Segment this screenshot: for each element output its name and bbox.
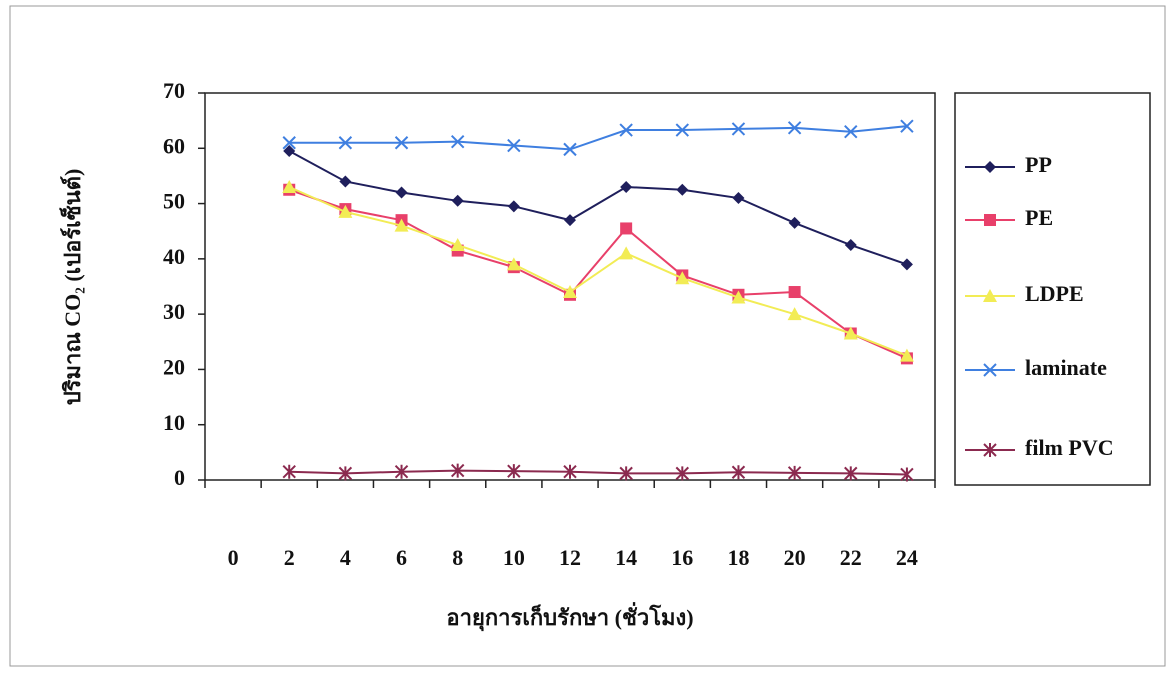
data-point	[731, 465, 746, 480]
series-line	[289, 469, 907, 476]
data-point	[282, 179, 297, 193]
data-point	[843, 326, 858, 340]
y-tick-label: 70	[163, 78, 185, 103]
data-point	[900, 467, 914, 482]
legend-marker	[983, 443, 997, 457]
data-point	[676, 183, 689, 196]
data-point	[732, 192, 745, 205]
data-point	[900, 258, 913, 271]
legend-marker	[984, 214, 996, 226]
x-tick-label: 8	[452, 545, 463, 570]
x-tick-label: 14	[615, 545, 637, 570]
x-axis-title: อายุการเก็บรักษา (ชั่วโมง)	[446, 601, 693, 632]
legend-label: laminate	[1025, 355, 1107, 380]
data-point	[844, 239, 857, 252]
legend-marker	[983, 289, 997, 302]
data-point	[507, 200, 520, 213]
y-tick-label: 10	[163, 410, 185, 435]
legend-marker	[983, 363, 997, 377]
x-tick-label: 24	[896, 545, 918, 570]
data-point	[338, 204, 353, 218]
series-line	[288, 188, 908, 360]
data-point	[338, 466, 353, 481]
x-tick-label: 20	[784, 545, 806, 570]
data-point	[338, 136, 353, 150]
x-tick-label: 16	[671, 545, 693, 570]
y-tick-label: 20	[163, 354, 185, 379]
y-tick-label: 30	[163, 299, 185, 324]
x-tick-label: 0	[228, 545, 239, 570]
series-line	[288, 150, 908, 266]
x-tick-label: 18	[727, 545, 749, 570]
y-tick-label: 50	[163, 189, 185, 214]
series-line	[288, 186, 908, 357]
data-point	[282, 136, 296, 150]
y-axis-title: ปริมาณ CO₂ (เปอร์เซ็นต์)	[58, 169, 85, 406]
data-point	[619, 246, 634, 260]
data-point	[675, 123, 690, 137]
data-point	[620, 180, 633, 193]
data-point	[899, 348, 914, 362]
data-point	[844, 466, 858, 481]
data-point	[506, 257, 521, 271]
data-point	[787, 121, 802, 135]
data-point	[620, 222, 633, 235]
data-point	[731, 122, 746, 136]
data-point	[675, 466, 690, 481]
data-point	[450, 238, 465, 252]
data-point	[619, 466, 633, 481]
y-tick-label: 0	[174, 465, 185, 490]
x-tick-label: 10	[503, 545, 525, 570]
x-tick-label: 22	[840, 545, 862, 570]
series-line	[289, 125, 908, 151]
legend-box	[954, 92, 1151, 486]
data-point	[450, 463, 465, 478]
legend-label: film PVC	[1025, 435, 1114, 460]
data-point	[787, 307, 802, 321]
x-tick-label: 2	[284, 545, 295, 570]
x-tick-label: 4	[340, 545, 351, 570]
y-tick-label: 40	[163, 244, 185, 269]
data-point	[844, 124, 858, 139]
data-point	[564, 214, 576, 227]
data-point	[283, 145, 296, 158]
legend-label: PP	[1025, 152, 1052, 177]
data-point	[563, 142, 577, 157]
data-point	[788, 286, 801, 299]
legend-marker	[984, 161, 996, 173]
data-point	[507, 138, 521, 153]
data-point	[619, 123, 633, 137]
x-tick-label: 6	[396, 545, 407, 570]
data-point	[563, 464, 577, 479]
legend-label: PE	[1025, 205, 1053, 230]
data-point	[507, 464, 521, 479]
data-point	[900, 119, 914, 133]
plot-area	[204, 92, 936, 481]
data-point	[282, 464, 296, 479]
legend-label: LDPE	[1025, 281, 1084, 306]
data-point	[394, 136, 409, 150]
data-point	[675, 271, 690, 285]
data-point	[451, 194, 464, 207]
y-tick-label: 60	[163, 133, 185, 158]
data-point	[394, 218, 409, 232]
data-point	[731, 290, 746, 304]
data-point	[394, 464, 409, 479]
data-point	[788, 216, 801, 229]
x-tick-label: 12	[559, 545, 581, 570]
data-point	[563, 285, 577, 299]
data-point	[787, 465, 802, 480]
data-point	[395, 186, 408, 199]
data-point	[450, 134, 465, 149]
data-point	[339, 175, 352, 188]
